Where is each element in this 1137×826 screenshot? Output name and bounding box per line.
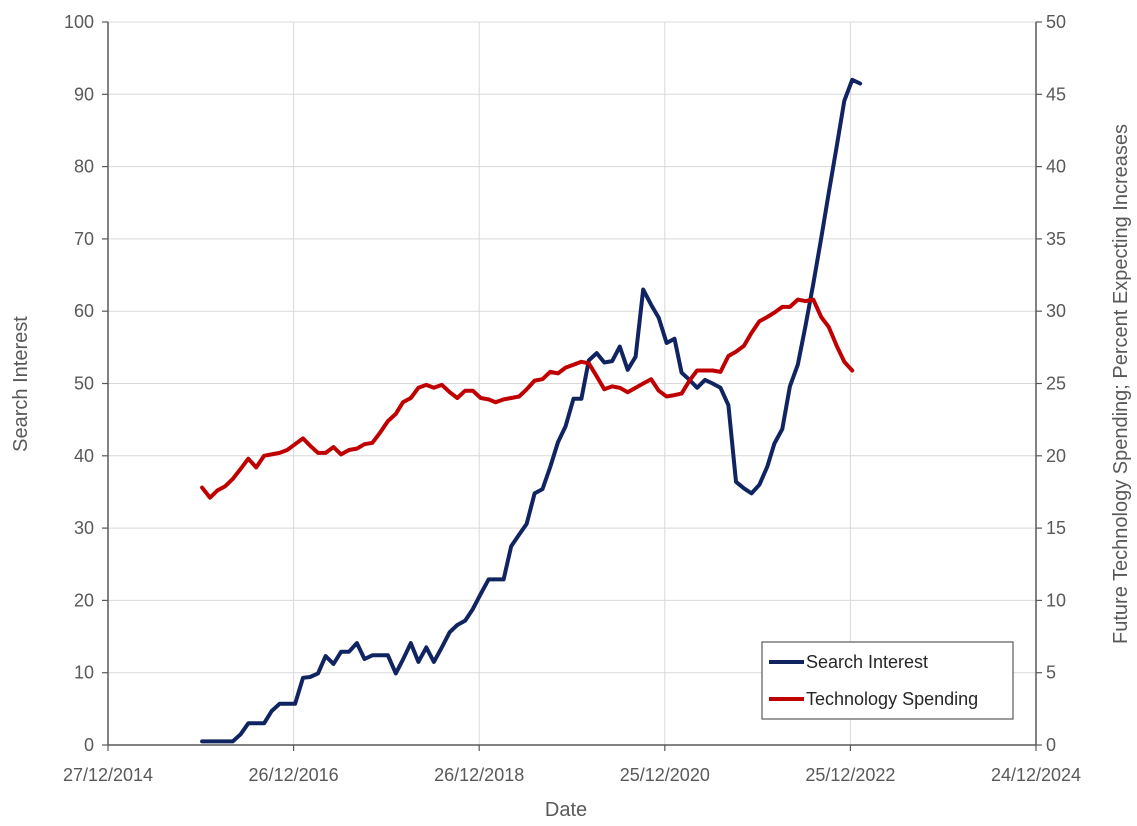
right-y-tick-label: 40 — [1046, 157, 1066, 177]
x-tick-label: 26/12/2016 — [249, 765, 339, 785]
x-tick-label: 25/12/2022 — [805, 765, 895, 785]
legend: Search Interest Technology Spending — [761, 641, 1014, 720]
left-y-tick-label: 50 — [74, 374, 94, 394]
left-y-tick-label: 70 — [74, 229, 94, 249]
right-y-tick-label: 15 — [1046, 518, 1066, 538]
left-y-tick-label: 60 — [74, 301, 94, 321]
left-y-tick-label: 0 — [84, 735, 94, 755]
right-y-tick-label: 20 — [1046, 446, 1066, 466]
left-y-axis-title: Search Interest — [10, 316, 32, 452]
left-y-tick-label: 10 — [74, 663, 94, 683]
right-y-tick-label: 50 — [1046, 12, 1066, 32]
right-y-tick-label: 5 — [1046, 663, 1056, 683]
x-tick-label: 25/12/2020 — [620, 765, 710, 785]
right-y-axis-ticks: 0 5 10 15 20 25 30 35 40 45 50 — [1036, 12, 1066, 755]
left-y-tick-label: 90 — [74, 84, 94, 104]
x-axis-ticks: 27/12/2014 26/12/2016 26/12/2018 25/12/2020… — [63, 745, 1081, 785]
legend-label-technology-spending: Technology Spending — [806, 689, 978, 709]
left-y-tick-label: 40 — [74, 446, 94, 466]
series-layer — [200, 77, 863, 744]
left-y-tick-label: 30 — [74, 518, 94, 538]
x-tick-label: 26/12/2018 — [434, 765, 524, 785]
right-y-axis-title: Future Technology Spending; Percent Expe… — [1110, 124, 1132, 644]
right-y-tick-label: 0 — [1046, 735, 1056, 755]
left-y-tick-label: 80 — [74, 157, 94, 177]
left-y-axis-ticks: 0 10 20 30 40 50 60 70 80 90 100 — [64, 12, 108, 755]
gridlines — [108, 21, 1036, 745]
right-y-tick-label: 45 — [1046, 84, 1066, 104]
left-y-tick-label: 20 — [74, 590, 94, 610]
legend-label-search-interest: Search Interest — [806, 652, 928, 672]
right-y-tick-label: 35 — [1046, 229, 1066, 249]
left-y-tick-label: 100 — [64, 12, 94, 32]
series-line-technology-spending — [200, 297, 855, 500]
x-tick-label: 24/12/2024 — [991, 765, 1081, 785]
x-axis-title: Date — [545, 799, 587, 821]
legend-box — [761, 641, 1014, 720]
right-y-tick-label: 10 — [1046, 590, 1066, 610]
x-tick-label: 27/12/2014 — [63, 765, 153, 785]
right-y-tick-label: 30 — [1046, 301, 1066, 321]
series-line-search-interest — [200, 77, 863, 744]
right-y-tick-label: 25 — [1046, 374, 1066, 394]
